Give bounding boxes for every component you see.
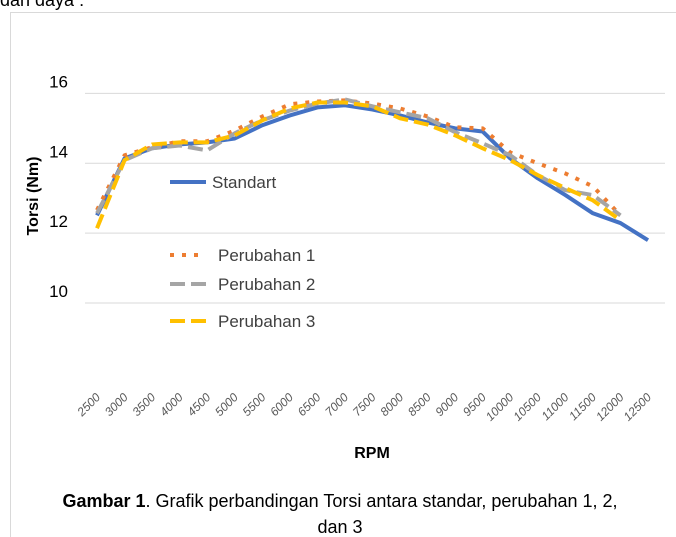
chart-frame [10, 12, 676, 537]
legend-label: Perubahan 1 [218, 246, 315, 265]
y-tick-label: 12 [49, 212, 68, 231]
y-tick-label: 14 [49, 142, 68, 161]
x-tick-label: 5000 [212, 390, 241, 419]
caption-text: . Grafik perbandingan Torsi antara stand… [145, 491, 618, 537]
x-tick-label: 10000 [483, 390, 517, 424]
series-line [95, 103, 650, 242]
x-tick-label: 10500 [510, 390, 544, 424]
x-tick-label: 6000 [267, 390, 296, 419]
x-tick-label: 9000 [432, 390, 461, 419]
x-tick-label: 8000 [377, 390, 406, 419]
chart: 10 12 14 16 25003000350040004500500055006000… [25, 72, 665, 462]
x-tick-label: 3500 [129, 390, 158, 419]
series-line [95, 100, 622, 230]
page-text: dan daya : [0, 0, 85, 10]
legend-label: Standart [212, 173, 277, 192]
x-tick-label: 7500 [350, 390, 379, 419]
x-tick-label: 11500 [566, 390, 599, 423]
series-line [95, 98, 622, 217]
x-axis-label: RPM [354, 445, 390, 462]
x-tick-label: 8500 [405, 390, 434, 419]
x-tick-label: 4500 [185, 390, 214, 419]
x-tick-label: 5500 [240, 390, 269, 419]
x-tick-label: 7000 [322, 390, 351, 419]
x-tick-label: 4000 [157, 390, 186, 419]
y-tick-label: 10 [49, 282, 68, 301]
caption: Gambar 1. Grafik perbandingan Torsi anta… [50, 488, 630, 537]
y-axis-label: Torsi (Nm) [25, 157, 42, 236]
caption-label: Gambar 1 [62, 491, 146, 511]
x-tick-label: 12000 [593, 390, 627, 424]
legend-label: Perubahan 2 [218, 275, 315, 294]
series-line [95, 97, 622, 217]
legend-label: Perubahan 3 [218, 312, 315, 331]
x-tick-label: 11000 [539, 390, 572, 423]
x-tick-label: 12500 [621, 390, 655, 424]
y-tick-label: 16 [49, 72, 68, 91]
x-tick-label: 2500 [74, 390, 104, 420]
x-tick-label: 6500 [295, 390, 324, 419]
x-tick-label: 3000 [102, 390, 131, 419]
